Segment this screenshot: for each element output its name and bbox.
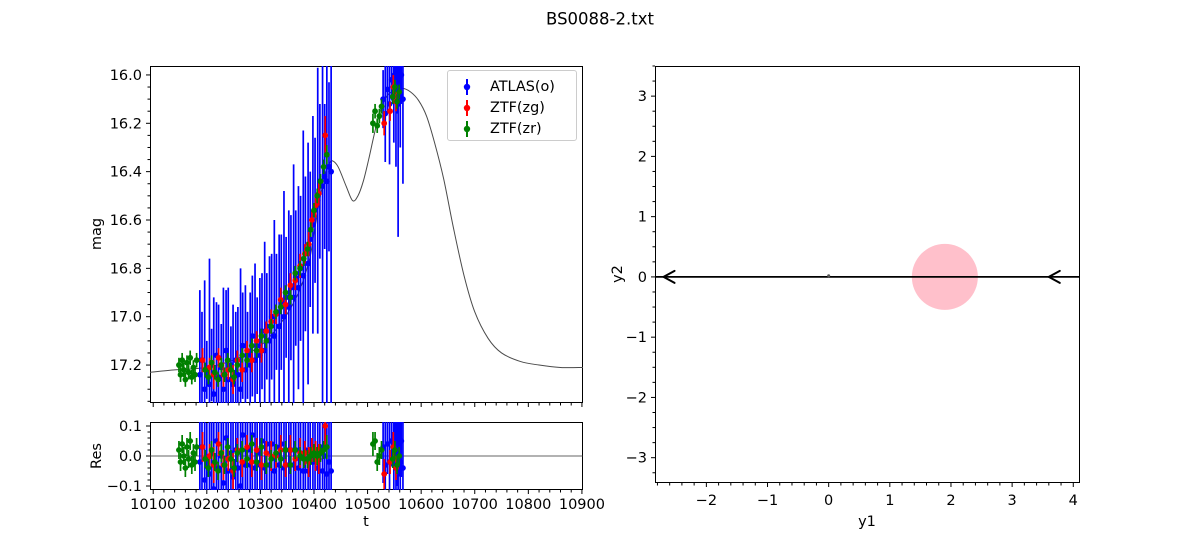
x-tick-label: 10700 (452, 497, 498, 513)
y-tick-label: 0 (638, 270, 647, 286)
x-tick-label: 10200 (184, 497, 230, 513)
mag-axis-label: mag (89, 217, 105, 251)
errorbar-marker-icon (463, 120, 471, 137)
x-tick-label: −1 (757, 493, 778, 509)
errorbar-marker-icon (463, 78, 471, 95)
left-arrow-icon (661, 269, 676, 284)
main-axes-border (150, 66, 583, 403)
y-tick-label: −0.1 (107, 479, 142, 495)
right-axes-border (655, 66, 1080, 483)
res-series-ZTF(zr) (176, 431, 403, 481)
y2-axis-label: y2 (610, 265, 626, 283)
x-tick-label: 10800 (505, 497, 551, 513)
x-tick-label: 10300 (237, 497, 283, 513)
res-axis-label: Res (89, 443, 105, 469)
legend-entry-ZTF(zg): ZTF(zg) (458, 97, 576, 118)
x-tick-label: −2 (696, 493, 717, 509)
errorbar-marker-icon (463, 99, 471, 116)
x-tick-label: 10400 (291, 497, 337, 513)
y-tick-label: 2 (638, 149, 647, 165)
y-tick-label: 16.8 (110, 261, 142, 277)
t-axis-label: t (363, 514, 369, 530)
y-tick-label: −2 (626, 390, 647, 406)
y-tick-label: 0.0 (119, 449, 142, 465)
x-tick-label: 10500 (345, 497, 391, 513)
legend-label: ZTF(zg) (490, 99, 545, 116)
y-tick-label: 0.1 (119, 419, 142, 435)
y-tick-label: 16.0 (110, 68, 142, 84)
y-tick-label: −1 (626, 330, 647, 346)
legend-entry-ATLAS(o): ATLAS(o) (458, 76, 576, 97)
lightcurve-plot (150, 66, 583, 403)
residual-plot (150, 422, 583, 490)
legend: ATLAS(o) ZTF(zg) ZTF(zr) (447, 70, 577, 141)
legend-label: ATLAS(o) (490, 78, 555, 95)
y-tick-label: −3 (626, 451, 647, 467)
y-tick-label: 16.6 (110, 213, 142, 229)
left-arrow-icon (1046, 269, 1061, 284)
x-tick-label: 0 (824, 493, 833, 509)
x-tick-label: 1 (885, 493, 894, 509)
legend-label: ZTF(zr) (490, 120, 542, 137)
y-tick-label: 17.2 (110, 358, 142, 374)
y-tick-label: 16.4 (110, 165, 142, 181)
x-tick-label: 4 (1069, 493, 1078, 509)
figure-title: BS0088-2.txt (546, 9, 654, 29)
y-tick-label: 17.0 (110, 310, 142, 326)
series-ZTF(zr) (176, 79, 403, 387)
x-tick-label: 10900 (559, 497, 605, 513)
x-tick-label: 10100 (130, 497, 176, 513)
y-tick-label: 1 (638, 210, 647, 226)
legend-entry-ZTF(zr): ZTF(zr) (458, 118, 576, 139)
x-tick-label: 10600 (398, 497, 444, 513)
x-tick-label: 2 (946, 493, 955, 509)
y1-axis-label: y1 (858, 514, 876, 530)
x-tick-label: 3 (1008, 493, 1017, 509)
y-tick-label: 3 (638, 89, 647, 105)
source-dot (827, 274, 831, 278)
y-tick-label: 16.2 (110, 116, 142, 132)
